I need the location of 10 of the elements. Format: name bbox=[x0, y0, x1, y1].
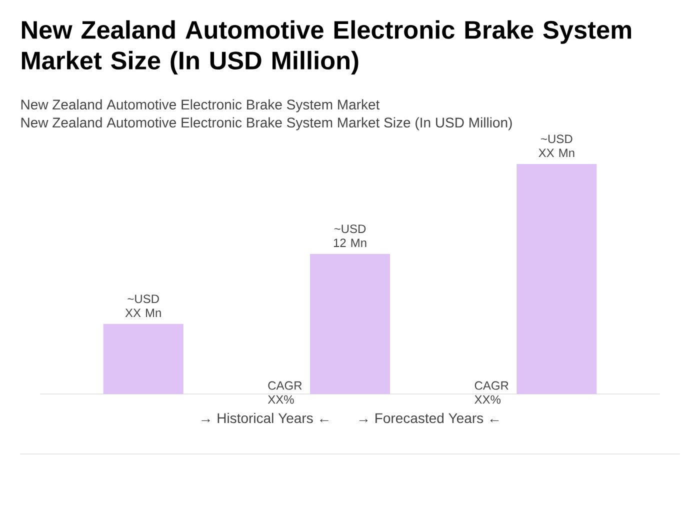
chart-subtitle: New Zealand Automotive Electronic Brake System Market bbox=[21, 99, 380, 112]
text: → Historical Years ← bbox=[202, 412, 328, 424]
chart-title: New Zealand Automotive Electronic Brake System Market Size (In USD Million) bbox=[22, 20, 632, 75]
text: → Forecasted Years ← bbox=[359, 412, 499, 424]
annotation: CAGR XX% bbox=[474, 381, 508, 404]
text: New Zealand Automotive Electronic Brake System Market Size (In USD Million) bbox=[21, 117, 512, 130]
data-label: ~USD XX Mn bbox=[538, 134, 574, 158]
data-label: ~USD 12 Mn bbox=[334, 224, 366, 247]
annotation: CAGR XX% bbox=[268, 381, 302, 404]
data-label: ~USD XX Mn bbox=[125, 294, 161, 318]
